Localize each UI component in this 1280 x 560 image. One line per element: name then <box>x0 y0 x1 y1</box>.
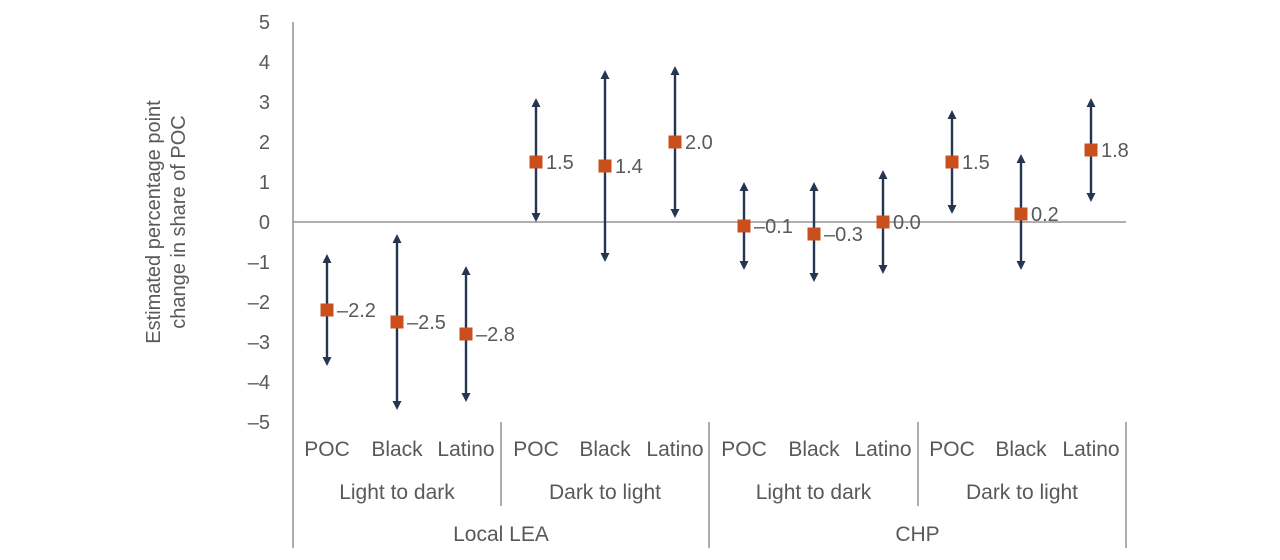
error-bar-arrow-up <box>322 254 332 263</box>
error-bar-arrow-up <box>947 110 957 119</box>
value-label: 2.0 <box>685 132 713 154</box>
subgroup-label: Dark to light <box>966 481 1078 504</box>
value-label: –0.1 <box>754 216 793 238</box>
error-bar-arrow-down <box>670 209 680 218</box>
data-point <box>945 155 959 169</box>
error-bar-arrow-down <box>878 265 888 274</box>
y-tick-label: 5 <box>259 12 270 34</box>
group-label: Local LEA <box>453 523 549 546</box>
data-point <box>1084 143 1098 157</box>
error-bar-arrow-down <box>600 253 610 262</box>
y-tick-label: 3 <box>259 92 270 114</box>
error-bar-arrow-up <box>739 182 749 191</box>
y-tick-label: –1 <box>248 252 270 274</box>
y-axis: 5 4 3 2 1 0 –1 –2 –3 –4 –5 <box>248 12 294 548</box>
value-label: –2.2 <box>337 300 376 322</box>
error-bar-arrow-up <box>392 234 402 243</box>
error-bar-arrow-down <box>531 213 541 222</box>
category-label: POC <box>513 438 559 461</box>
subgroup-label: Light to dark <box>339 481 455 504</box>
value-label: –2.5 <box>407 312 446 334</box>
error-bar-arrow-down <box>322 357 332 366</box>
error-bar-arrow-down <box>1086 193 1096 202</box>
y-axis-label-line: change in share of POC <box>168 115 190 328</box>
data-point <box>598 159 612 173</box>
value-label: 1.8 <box>1101 140 1129 162</box>
error-bar-arrow-up <box>1086 98 1096 107</box>
y-tick-label: 2 <box>259 132 270 154</box>
data-point <box>737 219 751 233</box>
y-axis-label: Estimated percentage point change in shar… <box>143 100 190 344</box>
category-label: Latino <box>437 438 494 461</box>
error-bars <box>322 66 1096 410</box>
value-label: –0.3 <box>824 224 863 246</box>
error-bar-arrow-down <box>1016 261 1026 270</box>
data-point <box>529 155 543 169</box>
group-label: CHP <box>895 523 939 546</box>
category-label: POC <box>304 438 350 461</box>
y-tick-label: 1 <box>259 172 270 194</box>
category-label: Latino <box>1062 438 1119 461</box>
value-label: –2.8 <box>476 324 515 346</box>
data-point <box>1014 207 1028 221</box>
data-point <box>807 227 821 241</box>
error-bar-arrow-up <box>670 66 680 75</box>
error-bar-arrow-up <box>461 266 471 275</box>
category-label: Latino <box>646 438 703 461</box>
data-point <box>668 135 682 149</box>
y-tick-label: –3 <box>248 332 270 354</box>
error-bar-arrow-up <box>809 182 819 191</box>
error-bar-arrow-up <box>878 170 888 179</box>
error-bar-arrow-down <box>461 393 471 402</box>
category-label: Black <box>995 438 1047 461</box>
value-labels: –2.2 –2.5 –2.8 1.5 1.4 2.0 –0.1 –0.3 0.0 1.5 0.2 1.… <box>337 132 1129 346</box>
error-bar-arrow-up <box>600 70 610 79</box>
value-label: 0.0 <box>893 212 921 234</box>
error-bar-arrow-down <box>739 261 749 270</box>
x-axis: POC Black Latino POC Black Latino POC Black Lati… <box>304 422 1127 548</box>
y-tick-label: –5 <box>248 412 270 434</box>
data-points <box>320 135 1098 341</box>
y-tick-label: –4 <box>248 372 270 394</box>
data-point <box>320 303 334 317</box>
error-bar-arrow-down <box>392 401 402 410</box>
value-label: 1.4 <box>615 156 643 178</box>
category-label: Black <box>788 438 840 461</box>
subgroup-label: Dark to light <box>549 481 661 504</box>
category-label: POC <box>929 438 975 461</box>
category-label: Black <box>371 438 423 461</box>
category-label: POC <box>721 438 767 461</box>
error-bar-arrow-down <box>947 205 957 214</box>
data-point <box>459 327 473 341</box>
category-label: Black <box>579 438 631 461</box>
error-bar-arrow-up <box>531 98 541 107</box>
subgroup-label: Light to dark <box>756 481 872 504</box>
value-label: 1.5 <box>546 152 574 174</box>
data-point <box>390 315 404 329</box>
error-bar-arrow-down <box>809 273 819 282</box>
error-bar-arrow-up <box>1016 154 1026 163</box>
y-axis-label-line: Estimated percentage point <box>143 100 165 344</box>
y-tick-label: 4 <box>259 52 270 74</box>
y-tick-label: 0 <box>259 212 270 234</box>
value-label: 0.2 <box>1031 204 1059 226</box>
y-tick-label: –2 <box>248 292 270 314</box>
data-point <box>876 215 890 229</box>
category-label: Latino <box>854 438 911 461</box>
value-label: 1.5 <box>962 152 990 174</box>
